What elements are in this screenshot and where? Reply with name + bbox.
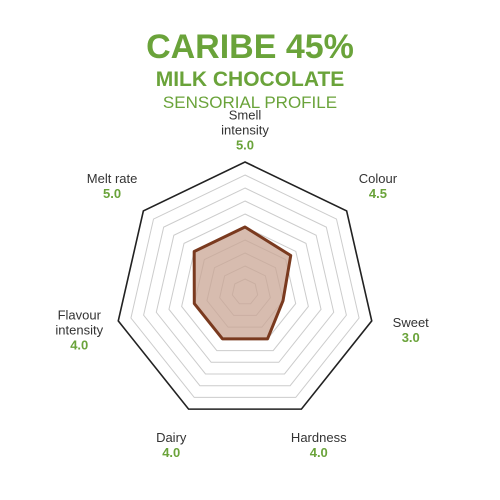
category-label: Dairy [156, 430, 187, 446]
value-label: 4.0 [70, 337, 89, 353]
chart-caption: SENSORIAL PROFILE [162, 93, 338, 112]
axis-label: Dairy 4.0 [156, 430, 186, 460]
grid-ring [130, 174, 360, 398]
data-area [192, 225, 293, 341]
category-label: Smell intensity [221, 107, 269, 138]
value-label: 4.0 [162, 445, 181, 461]
value-label: 5.0 [103, 186, 122, 201]
value-label: 4.5 [368, 186, 387, 201]
chart-title: CARIBE 45% [146, 28, 354, 66]
axis-label: Hardness 4.0 [291, 430, 347, 460]
category-label: Melt rate [86, 171, 138, 186]
grid-ring [143, 187, 347, 387]
value-label: 5.0 [235, 137, 255, 153]
chart-subtitle: MILK CHOCOLATE [155, 68, 345, 91]
category-label: Sweet [392, 314, 429, 330]
axis-label: Smell intensity 5.0 [210, 108, 280, 153]
value-label: 3.0 [401, 329, 420, 345]
axis-label: Melt rate 5.0 [87, 171, 138, 201]
axis-label: Sweet 3.0 [393, 315, 429, 345]
axis-label: Flavour intensity 4.0 [44, 307, 114, 352]
grid-ring [168, 213, 322, 363]
grid-ring [155, 200, 335, 375]
category-label: Hardness [290, 430, 347, 446]
category-label: Flavour intensity [55, 307, 104, 338]
axis-label: Colour 4.5 [359, 171, 397, 201]
value-label: 4.0 [309, 445, 328, 461]
category-label: Colour [358, 171, 398, 186]
grid-ring [117, 161, 373, 410]
grid-ring [181, 226, 309, 352]
